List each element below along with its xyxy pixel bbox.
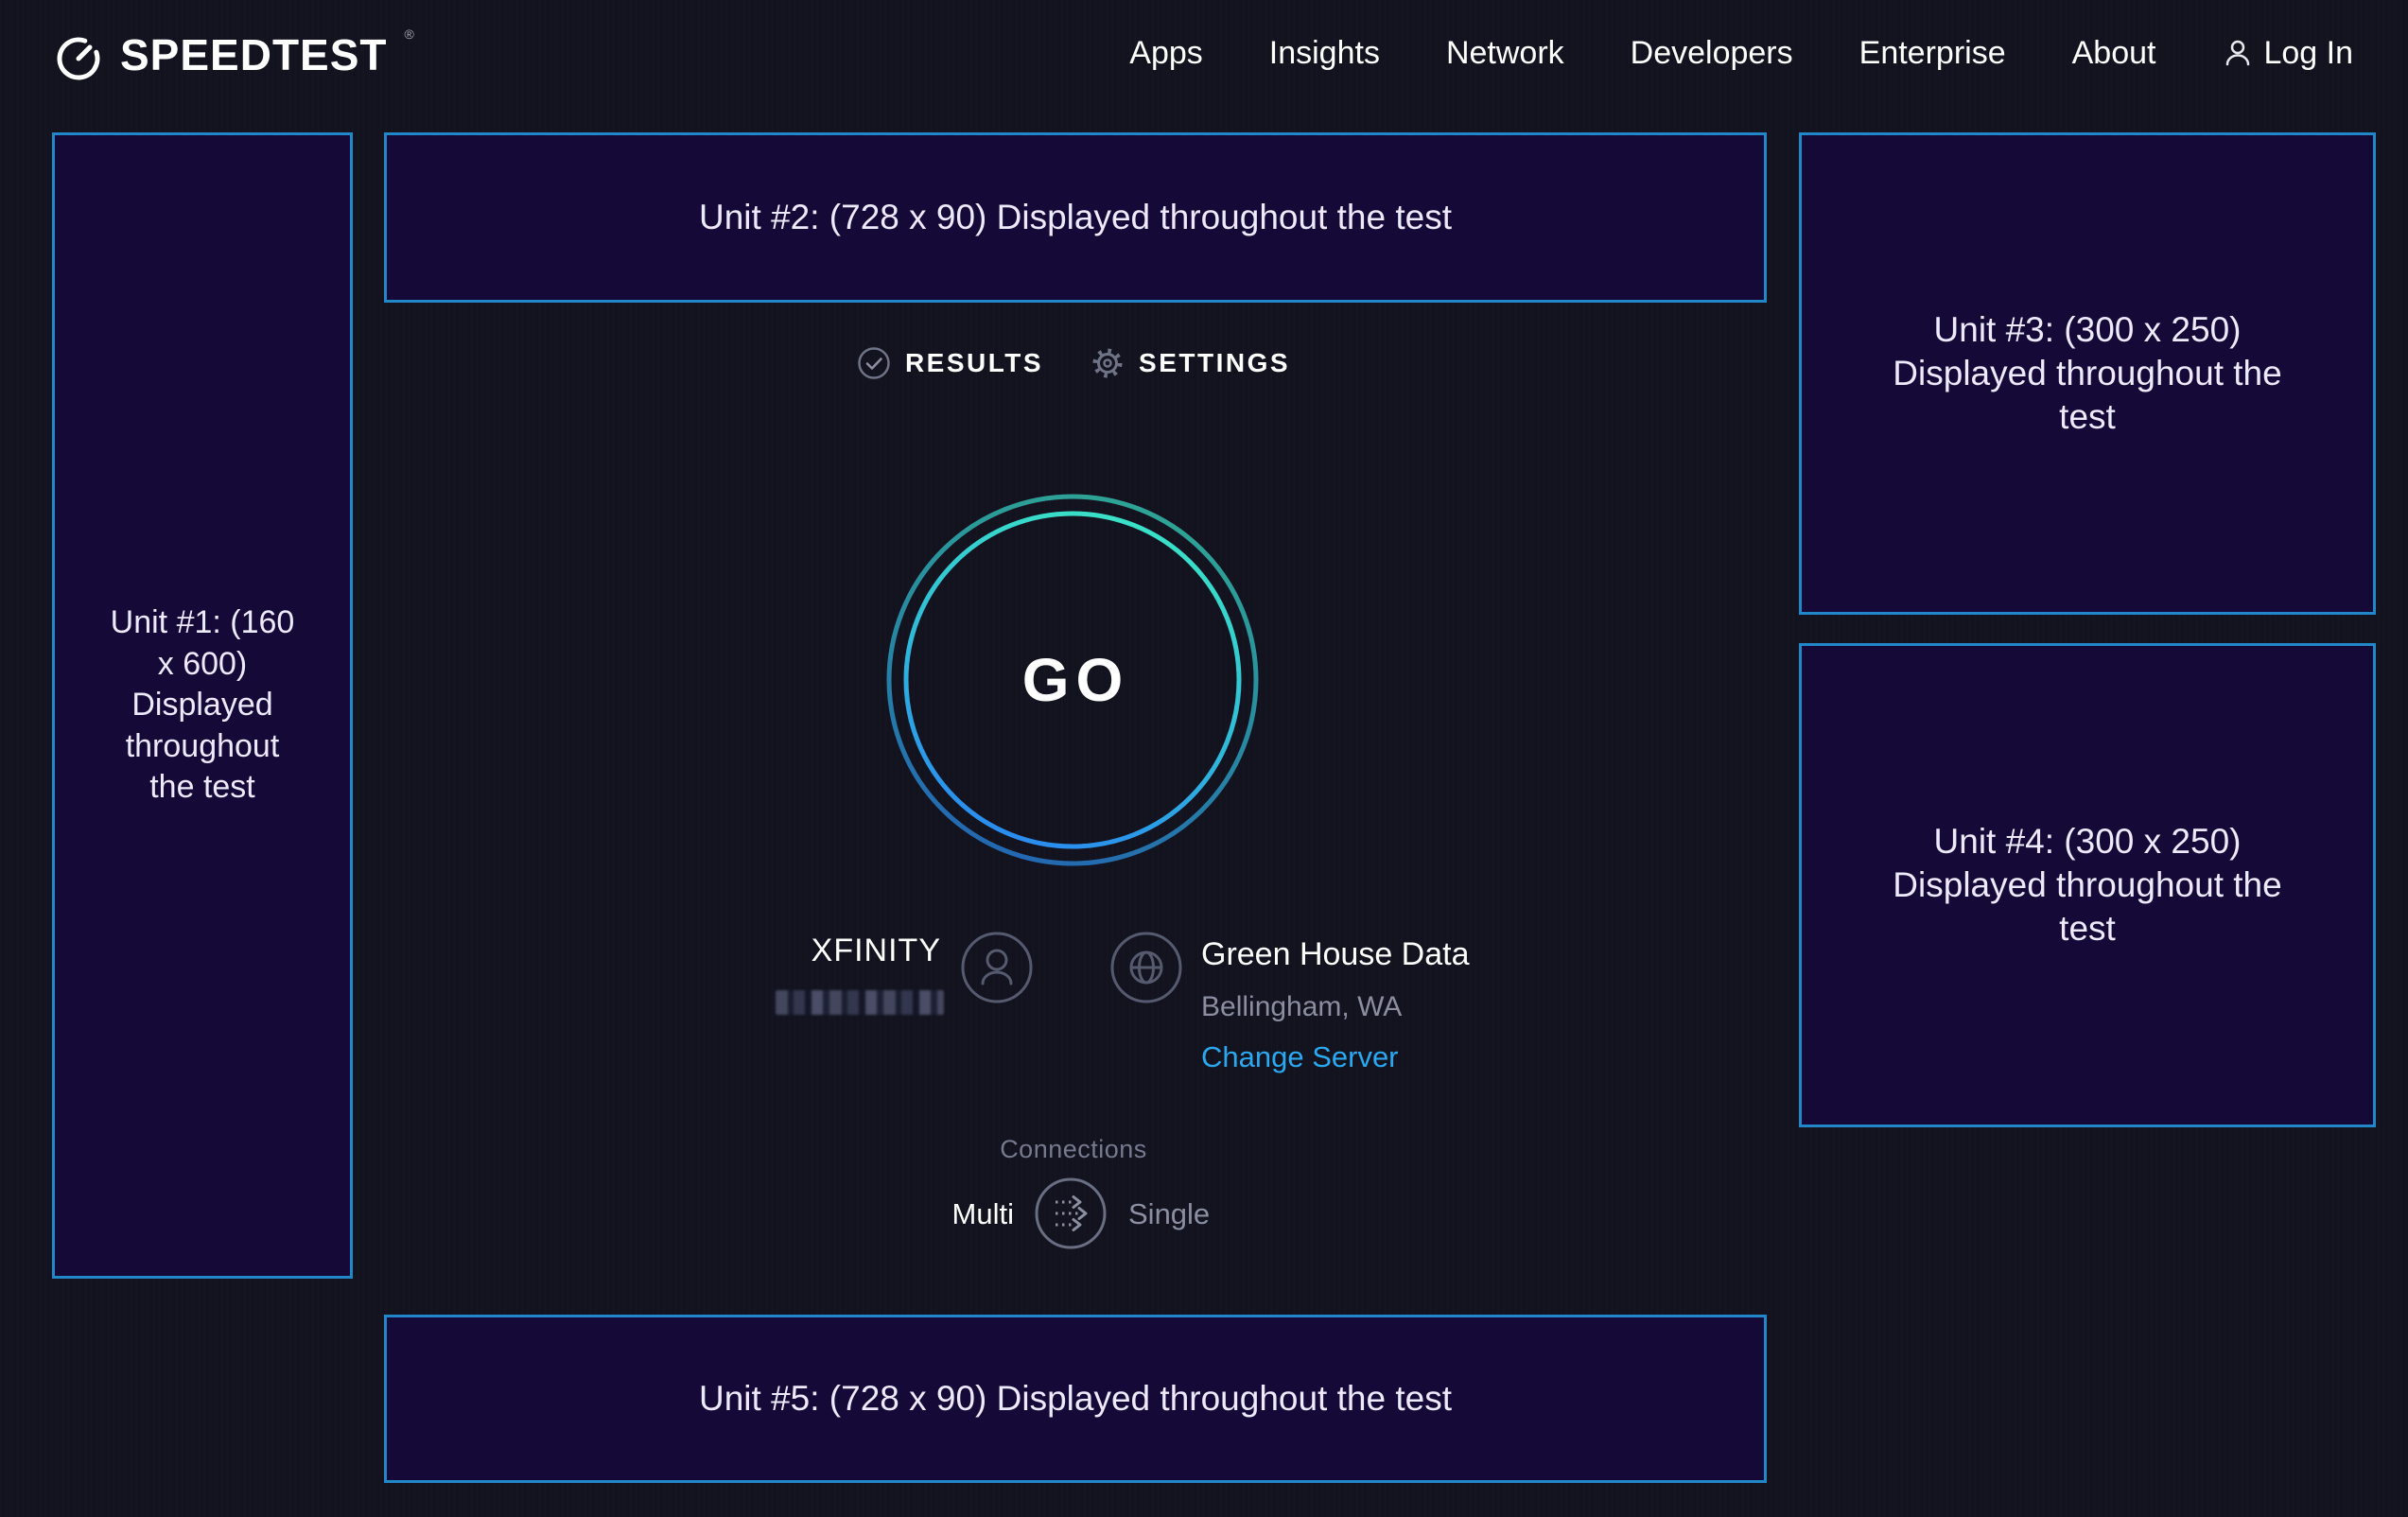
ad-unit-4-text: Unit #4: (300 x 250) Displayed throughou…	[1893, 821, 2282, 949]
change-server-link[interactable]: Change Server	[1201, 1040, 1399, 1073]
top-nav-bar: SPEEDTEST ® Apps Insights Network Develo…	[0, 0, 2408, 106]
ad-unit-2-text: Unit #2: (728 x 90) Displayed throughout…	[699, 198, 1452, 236]
tab-settings[interactable]: SETTINGS	[1091, 346, 1290, 380]
ad-unit-4-rectangle[interactable]: Unit #4: (300 x 250) Displayed throughou…	[1799, 643, 2376, 1127]
server-location: Bellingham, WA	[1201, 991, 1403, 1022]
nav-item-about[interactable]: About	[2071, 34, 2156, 71]
isp-name[interactable]: XFINITY	[811, 933, 941, 968]
nav-item-developers[interactable]: Developers	[1630, 34, 1793, 71]
ad-unit-1-text: Unit #1: (160 x 600) Displayed throughou…	[110, 604, 295, 806]
connections-option-multi[interactable]: Multi	[951, 1197, 1014, 1230]
gear-icon	[1091, 346, 1125, 380]
logo-trademark: ®	[404, 26, 414, 42]
nav-item-insights[interactable]: Insights	[1268, 34, 1380, 71]
connections-label: Connections	[1000, 1135, 1147, 1163]
ad-unit-3-rectangle[interactable]: Unit #3: (300 x 250) Displayed throughou…	[1799, 132, 2376, 615]
nav-item-enterprise[interactable]: Enterprise	[1858, 34, 2006, 71]
go-button-label: GO	[1021, 646, 1130, 714]
go-button[interactable]: GO	[883, 491, 1262, 869]
nav-item-network[interactable]: Network	[1445, 34, 1564, 71]
ad-unit-5-text: Unit #5: (728 x 90) Displayed throughout…	[699, 1379, 1452, 1418]
connections-toggle-icon[interactable]	[1034, 1177, 1108, 1250]
login-label: Log In	[2263, 34, 2353, 71]
login-button[interactable]: Log In	[2222, 35, 2353, 72]
speedtest-logo[interactable]: SPEEDTEST ®	[52, 26, 414, 81]
ad-unit-2-leaderboard[interactable]: Unit #2: (728 x 90) Displayed throughout…	[384, 132, 1767, 303]
main-nav: Apps Insights Network Developers Enterpr…	[1129, 0, 2353, 106]
user-icon	[2222, 37, 2254, 69]
server-name: Green House Data	[1201, 936, 1470, 972]
connections-option-single[interactable]: Single	[1128, 1197, 1211, 1230]
tab-results-label: RESULTS	[904, 348, 1044, 377]
nav-item-apps[interactable]: Apps	[1129, 34, 1203, 71]
logo-wordmark: SPEEDTEST	[120, 30, 388, 79]
redacted-ip-address	[776, 990, 944, 1015]
tab-results[interactable]: RESULTS	[857, 346, 1043, 380]
results-settings-tabs: RESULTS SETTINGS	[355, 346, 1792, 380]
tab-settings-label: SETTINGS	[1139, 348, 1291, 377]
ad-unit-1-skyscraper[interactable]: Unit #1: (160 x 600) Displayed throughou…	[52, 132, 353, 1279]
isp-user-icon	[960, 931, 1034, 1004]
go-ring-graphic	[886, 494, 1259, 866]
ad-unit-3-text: Unit #3: (300 x 250) Displayed throughou…	[1893, 309, 2282, 437]
ad-unit-5-leaderboard[interactable]: Unit #5: (728 x 90) Displayed throughout…	[384, 1315, 1767, 1483]
speedtest-gauge-icon	[52, 28, 105, 81]
server-globe-icon	[1109, 931, 1183, 1004]
check-circle-icon	[857, 346, 891, 380]
